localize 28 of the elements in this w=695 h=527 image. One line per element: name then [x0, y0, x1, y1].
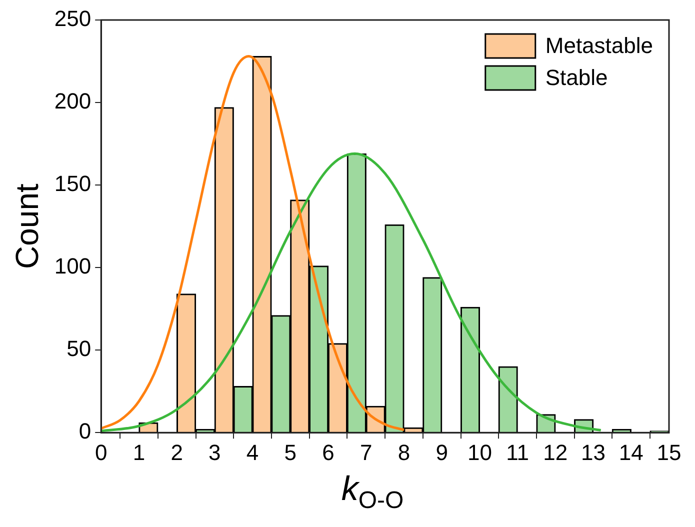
x-tick-label: 12	[543, 440, 568, 465]
x-tick-label: 0	[94, 440, 108, 465]
line-series	[101, 152, 602, 432]
y-tick-label: 50	[66, 336, 92, 362]
y-tick-label: 200	[54, 88, 92, 114]
x-tick-label: 2	[170, 440, 183, 465]
y-tick-label: 250	[54, 6, 92, 32]
legend-label: Metastable	[545, 33, 654, 58]
y-axis-title: Count	[9, 183, 46, 269]
x-tick-label: 10	[467, 440, 492, 465]
x-tick-label: 7	[360, 440, 372, 465]
x-tick-label: 11	[506, 440, 529, 465]
x-tick-label: 3	[208, 440, 221, 465]
x-tick-label: 9	[436, 440, 448, 465]
x-tick-label: 8	[398, 440, 410, 465]
x-tick-label: 14	[618, 440, 644, 465]
x-tick-label: 1	[132, 440, 146, 465]
line-series	[101, 55, 406, 432]
y-tick-label: 150	[54, 171, 92, 196]
y-tick-label: 100	[54, 254, 92, 279]
x-tick-label: 6	[322, 440, 334, 465]
legend-label: Stable	[545, 65, 608, 90]
x-tick-label: 4	[246, 440, 259, 465]
x-axis-title: k$_{O-O}$	[341, 470, 404, 514]
x-tick-label: 13	[581, 440, 606, 465]
x-tick-label: 5	[284, 440, 297, 465]
x-tick-label: 15	[656, 440, 682, 465]
y-tick-label: 0	[78, 418, 92, 444]
